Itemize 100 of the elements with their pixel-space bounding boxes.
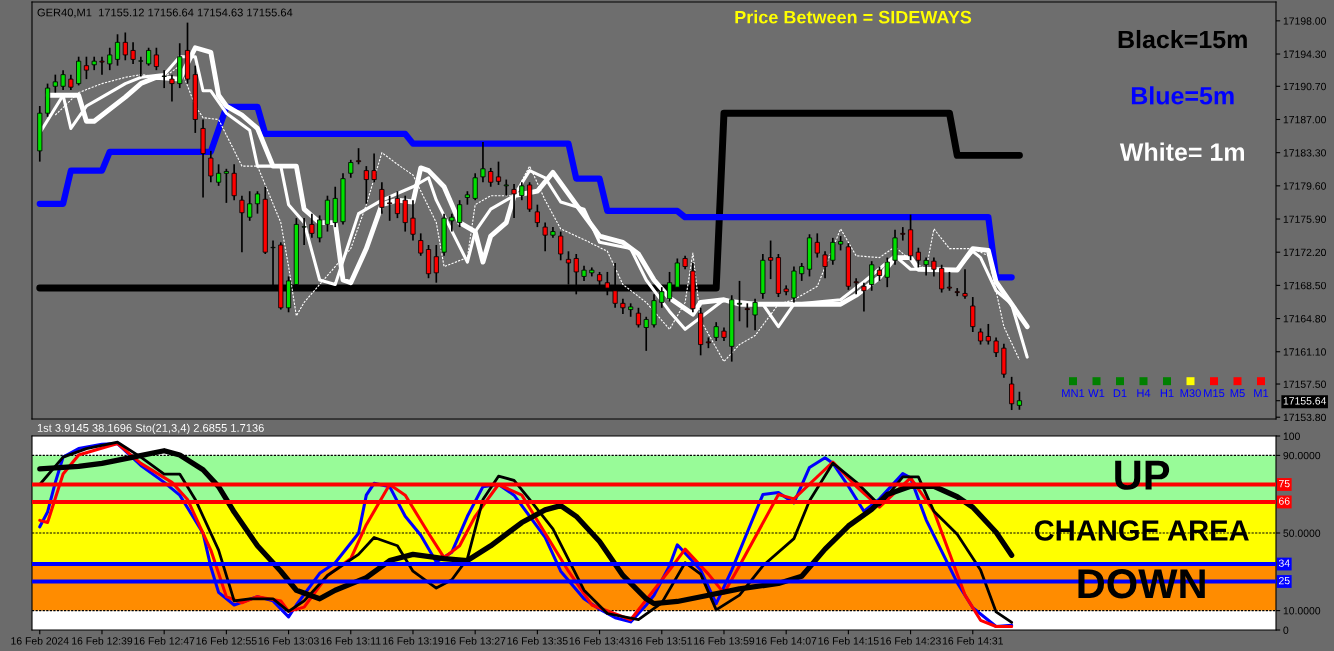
text: GER40,M1 17155.12 17156.64 17154.63 17155.64 <box>37 8 293 18</box>
candlestick <box>60 69 66 91</box>
candlestick <box>418 232 424 257</box>
candlestick <box>830 237 836 266</box>
candlestick <box>99 55 105 76</box>
annotation: White= 1m <box>1119 142 1245 161</box>
ref-line-label: 34 <box>1278 559 1290 567</box>
y-tick-label: 17194.30 <box>1283 50 1326 58</box>
candlestick <box>744 302 750 329</box>
candlestick <box>822 250 828 280</box>
annotation: D1 <box>1113 389 1127 397</box>
annotation: M15 <box>1204 389 1225 398</box>
candlestick <box>768 239 774 280</box>
y-tick-label: 17187.00 <box>1283 115 1326 124</box>
y-tick-label: 17157.50 <box>1283 380 1326 388</box>
candlestick <box>565 250 572 286</box>
x-tick-label: 16 Feb 12:47 <box>134 636 195 645</box>
candlestick <box>410 199 416 242</box>
y-tick-label: 0 <box>1283 626 1289 634</box>
y-tick-label: 50.0000 <box>1283 529 1321 537</box>
candlestick <box>457 199 463 228</box>
x-tick-label: 16 Feb 13:11 <box>321 636 381 645</box>
x-tick-label: 16 Feb 13:03 <box>258 636 319 645</box>
candlestick <box>107 46 113 71</box>
candlestick <box>480 141 486 184</box>
candlestick <box>970 296 976 333</box>
candlestick <box>138 55 144 78</box>
annotation: M5 <box>1230 389 1245 398</box>
candlestick <box>254 190 261 215</box>
candlestick <box>752 297 758 332</box>
candlestick <box>713 321 719 342</box>
candlestick <box>931 256 937 278</box>
candlestick <box>122 31 128 62</box>
candlestick <box>371 152 377 184</box>
y-tick-label: 100 <box>1283 432 1300 440</box>
x-tick-label: 16 Feb 14:07 <box>756 636 817 645</box>
candlestick <box>1016 390 1022 411</box>
y-tick-label: 17190.70 <box>1283 82 1326 91</box>
candlestick <box>247 190 253 222</box>
ref-line-label: 66 <box>1279 497 1290 505</box>
candlestick <box>488 167 494 188</box>
candlestick <box>130 41 136 65</box>
annotation: MN1 <box>1062 389 1085 397</box>
candlestick <box>993 336 999 358</box>
x-tick-label: 16 Feb 12:55 <box>196 636 257 645</box>
y-tick-label: 17172.20 <box>1283 248 1326 257</box>
y-tick-label: 90.0000 <box>1283 451 1321 460</box>
candlestick <box>869 260 875 292</box>
candlestick <box>542 221 548 253</box>
candlestick <box>884 256 890 289</box>
annotation: M1 <box>1254 389 1269 397</box>
chart-title: 1st 3.9145 38.1696 Sto(21,3,4) 2.6855 1.7136 <box>37 423 264 435</box>
candlestick <box>114 33 121 67</box>
annotation: H4 <box>1137 389 1151 397</box>
candlestick <box>76 55 82 87</box>
candlestick <box>946 271 953 292</box>
ref-line-label: 75 <box>1279 480 1290 488</box>
candlestick <box>1009 376 1015 411</box>
candlestick <box>558 230 564 262</box>
y-tick-label: 17175.90 <box>1283 215 1326 223</box>
candlestick <box>511 183 517 219</box>
y-tick-label: 17161.10 <box>1283 348 1326 356</box>
y-tick-label: 17153.80 <box>1283 413 1326 422</box>
candlestick <box>363 165 369 205</box>
candlestick <box>449 212 455 233</box>
y-tick-label: 10.0000 <box>1283 607 1321 615</box>
annotation: Blue=5m <box>1131 86 1234 105</box>
candlestick <box>239 194 245 254</box>
candlestick <box>309 212 315 239</box>
candlestick <box>169 73 175 103</box>
candlestick <box>892 228 898 266</box>
candlestick <box>503 178 509 197</box>
candlestick <box>900 226 906 242</box>
x-tick-label: 16 Feb 13:27 <box>445 636 506 645</box>
candlestick <box>915 246 921 269</box>
ref-line-label: 25 <box>1279 576 1290 585</box>
candlestick <box>216 163 222 187</box>
x-tick-label: 16 Feb 12:39 <box>72 636 133 645</box>
candlestick <box>534 203 540 228</box>
y-tick-label: 17168.50 <box>1283 281 1326 290</box>
candlestick <box>635 306 642 329</box>
candlestick <box>939 263 945 294</box>
x-tick-label: 16 Feb 13:51 <box>631 636 692 645</box>
y-tick-label: 17155.64 <box>1283 397 1327 405</box>
candlestick <box>472 172 478 202</box>
candlestick <box>317 214 323 244</box>
candlestick <box>153 46 159 71</box>
annotation: Black=15m <box>1118 29 1247 49</box>
y-tick-label: 17164.80 <box>1283 315 1326 323</box>
annotation: Price Between = SIDEWAYS <box>735 10 972 24</box>
annotation: M30 <box>1180 389 1201 398</box>
candlestick <box>83 55 89 80</box>
candlestick <box>231 163 237 202</box>
candlestick <box>985 323 991 346</box>
candlestick <box>495 160 502 186</box>
x-tick-label: 16 Feb 14:15 <box>818 636 879 645</box>
candlestick <box>628 302 634 318</box>
candlestick <box>954 287 960 297</box>
candlestick <box>387 194 393 222</box>
candlestick <box>861 281 867 313</box>
